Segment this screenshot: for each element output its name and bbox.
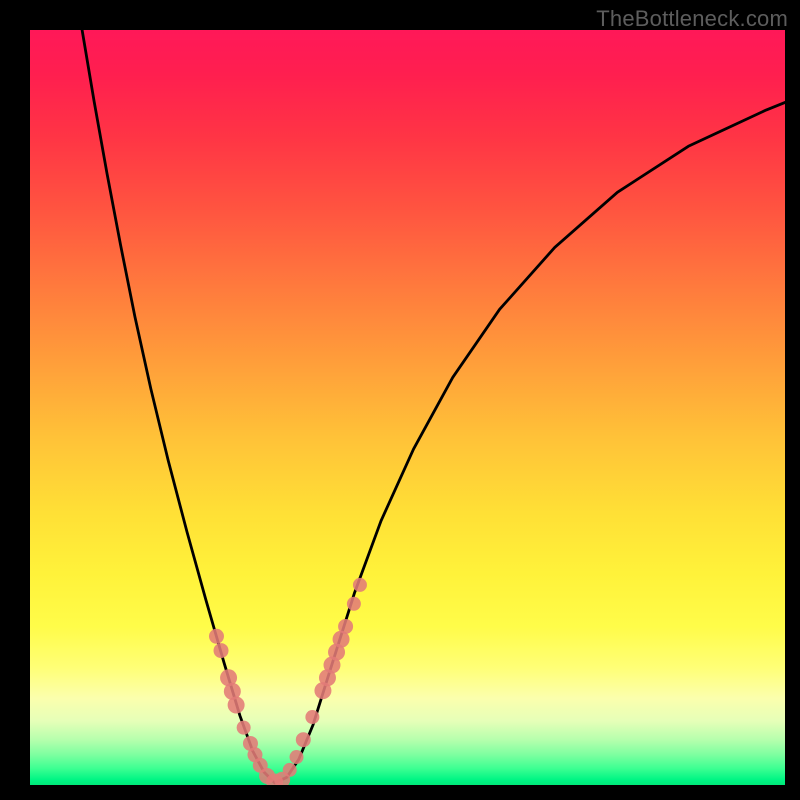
- curve-left: [82, 30, 275, 783]
- marker-dot: [209, 629, 224, 644]
- marker-dot: [290, 750, 304, 764]
- plot-area: [30, 30, 785, 785]
- chart-frame: TheBottleneck.com: [0, 0, 800, 800]
- marker-dot: [347, 597, 361, 611]
- curve-right: [275, 102, 785, 782]
- marker-dot: [338, 619, 353, 634]
- marker-dot: [283, 763, 297, 777]
- marker-dot: [296, 732, 311, 747]
- markers-group: [209, 578, 367, 785]
- marker-dot: [353, 578, 367, 592]
- marker-dot: [228, 696, 245, 713]
- marker-dot: [214, 643, 229, 658]
- curves-layer: [30, 30, 785, 785]
- marker-dot: [305, 710, 319, 724]
- marker-dot: [237, 721, 251, 735]
- watermark-label: TheBottleneck.com: [596, 6, 788, 32]
